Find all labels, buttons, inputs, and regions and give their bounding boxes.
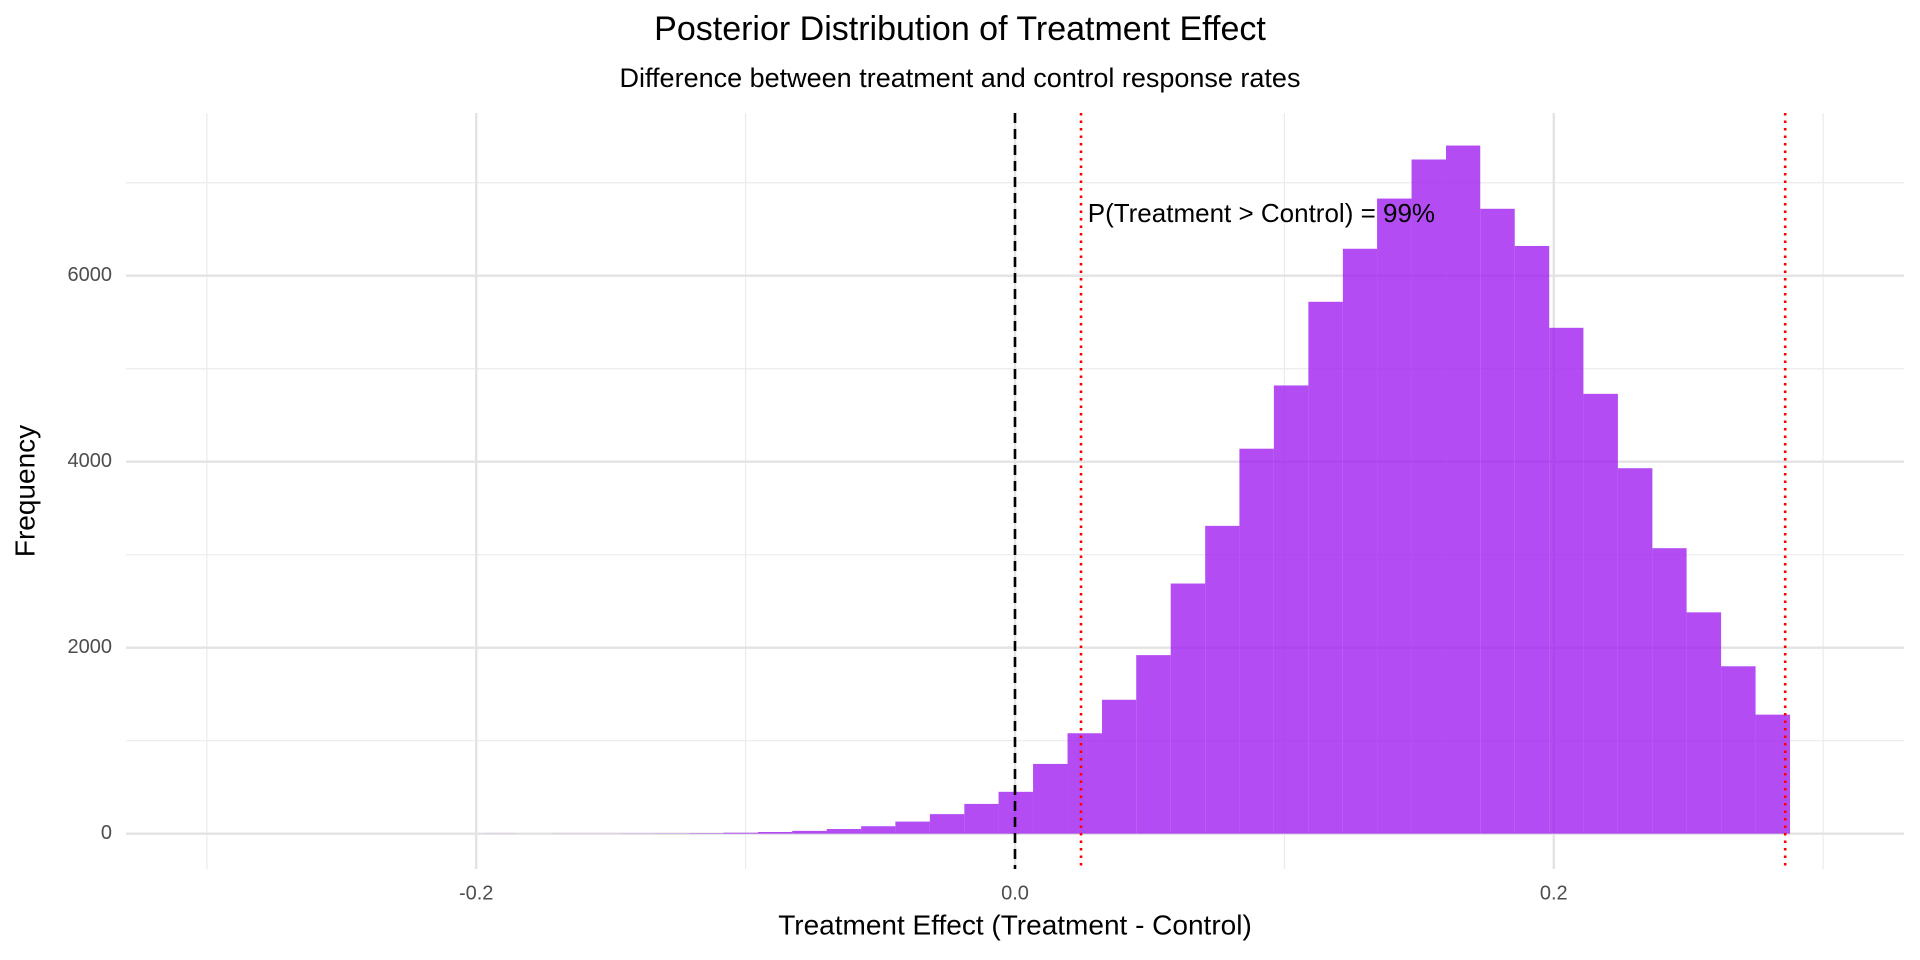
bar [1652,548,1687,834]
bar [1342,248,1378,834]
bar [1067,733,1103,834]
bar [1480,208,1515,834]
bar [1721,666,1756,834]
x-tick-label: -0.2 [459,882,493,904]
bar [998,791,1034,834]
x-tick-label: 0.0 [1001,882,1029,904]
bar [1617,468,1653,834]
y-tick-label: 2000 [68,636,113,658]
y-tick-label: 6000 [68,264,113,286]
bar [826,829,862,834]
bar [1411,159,1447,834]
bar [1549,327,1584,834]
bar [1273,385,1309,834]
bar [1136,655,1171,834]
bar [964,803,999,834]
bar [1308,301,1343,834]
bar [1239,448,1274,834]
bar [1205,525,1240,834]
bar [792,830,827,834]
x-axis-title: Treatment Effect (Treatment - Control) [778,909,1252,940]
bar [1583,393,1618,834]
bar [723,832,758,834]
y-tick-label: 4000 [68,450,113,472]
bar [1170,583,1206,834]
y-axis-title: Frequency [9,425,40,557]
bar [1033,763,1068,834]
bar [1102,699,1137,834]
bar [1377,198,1412,834]
chart-title: Posterior Distribution of Treatment Effe… [654,10,1266,48]
bar [895,821,930,834]
x-tick-label: 0.2 [1540,882,1568,904]
bar [757,831,793,834]
bar [1514,245,1550,834]
bar [861,826,896,834]
bar [929,814,965,834]
y-tick-label: 0 [101,822,112,844]
bar [1686,612,1722,834]
chart-subtitle: Difference between treatment and control… [620,63,1301,93]
bar [1446,145,1481,834]
annotation: P(Treatment > Control) = 99% [1088,198,1435,228]
